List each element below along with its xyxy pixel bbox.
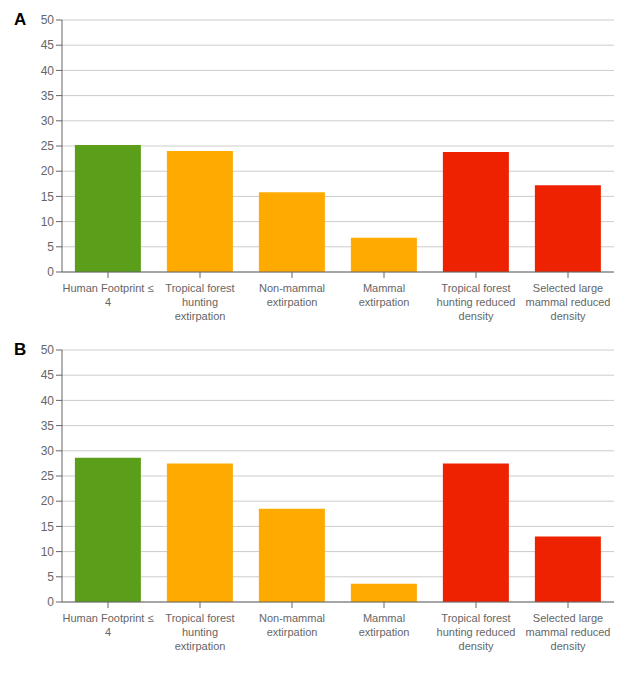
svg-text:Tropical foresthuntingextirpat: Tropical foresthuntingextirpation	[165, 612, 234, 652]
svg-text:0: 0	[47, 595, 54, 609]
html-text:B: B	[14, 340, 27, 359]
svg-text:5: 5	[47, 570, 54, 584]
svg-text:50: 50	[41, 13, 55, 27]
svg-text:30: 30	[41, 114, 55, 128]
svg-text:Non-mammalextirpation: Non-mammalextirpation	[259, 282, 325, 308]
html-text:A: A	[14, 10, 27, 29]
svg-text:Non-mammalextirpation: Non-mammalextirpation	[259, 612, 325, 638]
svg-text:5: 5	[47, 240, 54, 254]
svg-text:Selected largemammal reducedde: Selected largemammal reduceddensity	[526, 282, 611, 322]
svg-text:25: 25	[41, 469, 55, 483]
svg-text:10: 10	[41, 545, 55, 559]
svg-text:15: 15	[41, 190, 55, 204]
svg-text:20: 20	[41, 494, 55, 508]
svg-text:Human Footprint ≤4: Human Footprint ≤4	[62, 282, 153, 308]
svg-text:Selected largemammal reducedde: Selected largemammal reduceddensity	[526, 612, 611, 652]
svg-text:35: 35	[41, 89, 55, 103]
svg-text:Mammalextirpation: Mammalextirpation	[359, 612, 410, 638]
svg-text:25: 25	[41, 139, 55, 153]
svg-text:10: 10	[41, 215, 55, 229]
svg-text:15: 15	[41, 520, 55, 534]
svg-text:Tropical foresthunting reduced: Tropical foresthunting reduceddensity	[437, 612, 516, 652]
svg-text:45: 45	[41, 368, 55, 382]
svg-text:40: 40	[41, 394, 55, 408]
svg-text:0: 0	[47, 265, 54, 279]
svg-text:40: 40	[41, 64, 55, 78]
svg-text:45: 45	[41, 38, 55, 52]
svg-text:Mammalextirpation: Mammalextirpation	[359, 282, 410, 308]
svg-text:30: 30	[41, 444, 55, 458]
svg-text:Human Footprint ≤4: Human Footprint ≤4	[62, 612, 153, 638]
svg-text:Tropical foresthunting reduced: Tropical foresthunting reduceddensity	[437, 282, 516, 322]
svg-text:50: 50	[41, 343, 55, 357]
svg-text:20: 20	[41, 164, 55, 178]
svg-text:Tropical foresthuntingextirpat: Tropical foresthuntingextirpation	[165, 282, 234, 322]
svg-text:35: 35	[41, 419, 55, 433]
